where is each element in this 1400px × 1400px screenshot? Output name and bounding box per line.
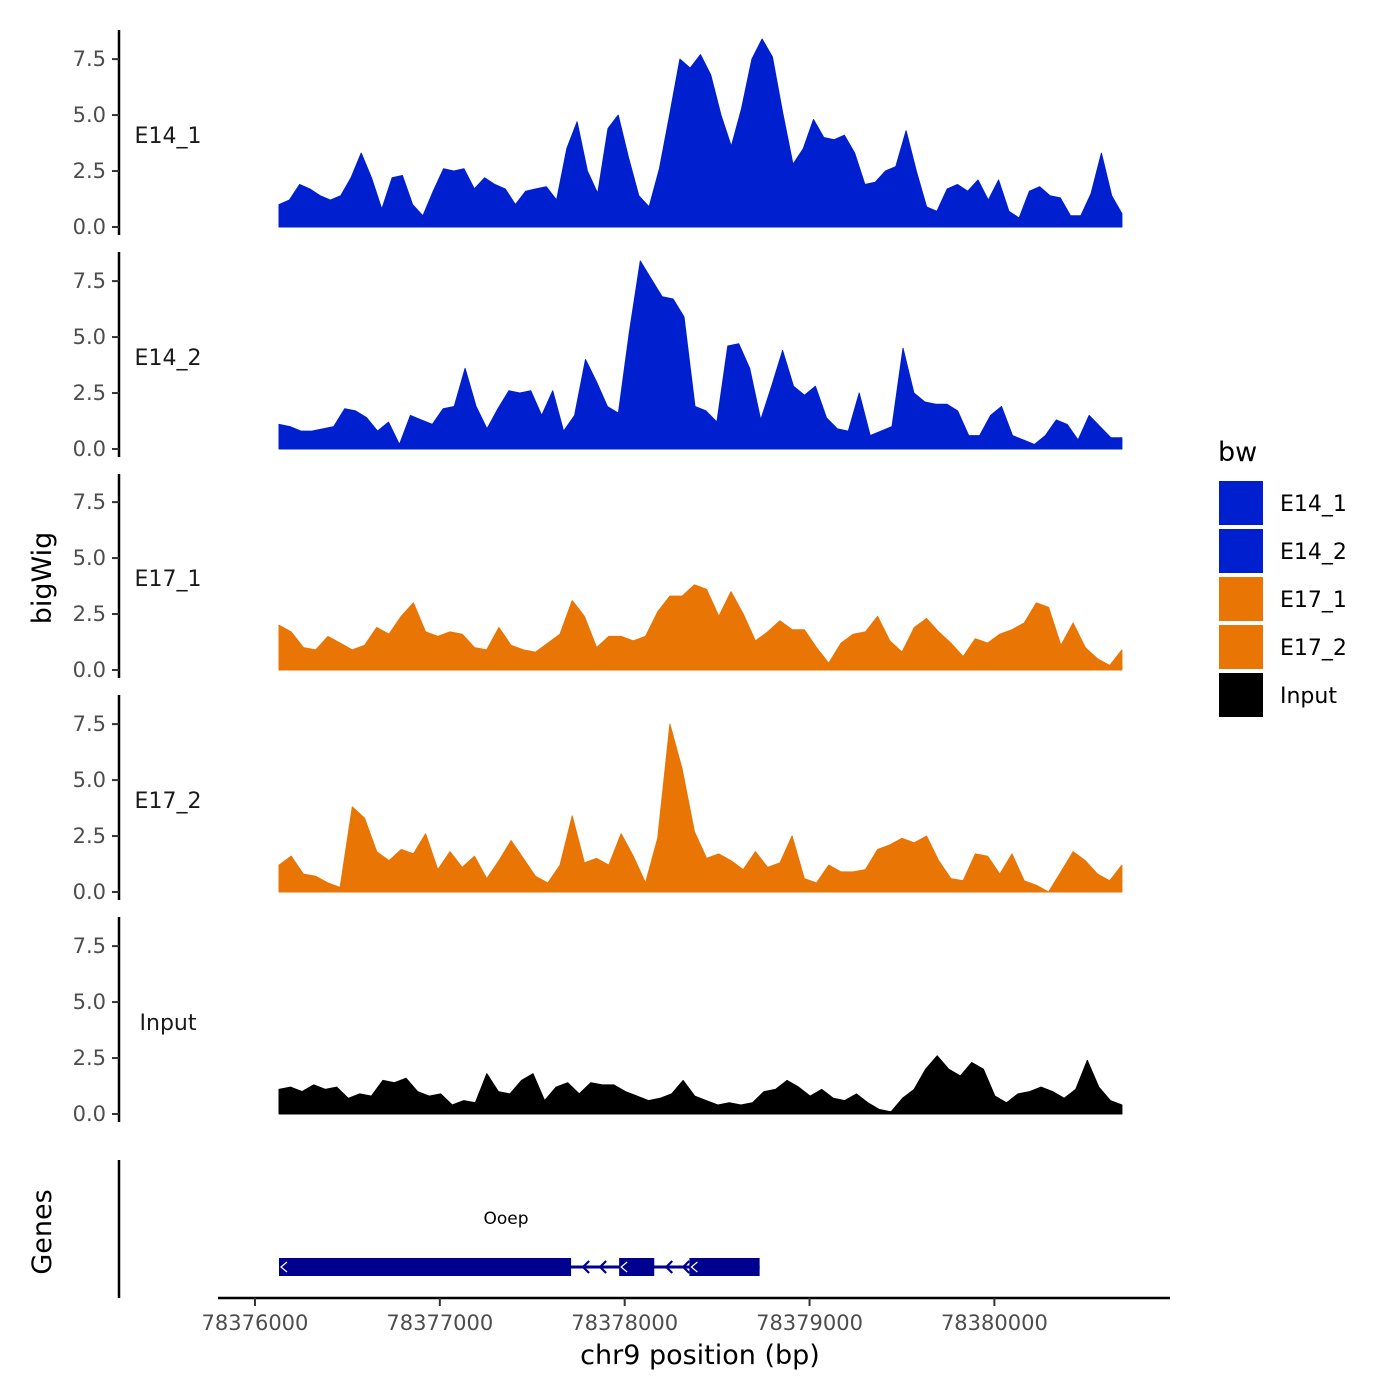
- legend-key-E14_2: [1217, 527, 1265, 575]
- track-E17_2: 0.0 2.5 5.0 7.5 E17_2: [73, 695, 1123, 904]
- y-tick-label: 5.0: [73, 768, 106, 792]
- y-tick-label: 7.5: [73, 490, 106, 514]
- exon-strand-mark: [280, 1261, 288, 1273]
- track-E14_1: 0.0 2.5 5.0 7.5 E14_1: [73, 30, 1123, 239]
- track-Input: 0.0 2.5 5.0 7.5 Input: [73, 917, 1123, 1126]
- y-tick-label: 5.0: [73, 546, 106, 570]
- signal-tracks: 0.0 2.5 5.0 7.5 E14_1 0.0 2.5 5.0 7.5 E14_2 0.0 2.5…: [73, 30, 1123, 1126]
- exon-strand-mark: [690, 1261, 698, 1273]
- genes-axis-title: Genes: [27, 1189, 58, 1274]
- legend-label-E17_2: E17_2: [1280, 636, 1347, 661]
- track-label-Input: Input: [140, 1011, 197, 1036]
- exon-strand-mark: [620, 1261, 628, 1273]
- y-tick-label: 5.0: [73, 103, 106, 127]
- legend-key-E17_1: [1217, 575, 1265, 623]
- track-label-E14_2: E14_2: [135, 346, 202, 371]
- y-axis-title: bigWig: [27, 532, 58, 625]
- y-tick-label: 7.5: [73, 47, 106, 71]
- legend-key-E17_2: [1217, 623, 1265, 671]
- strand-arrow: [681, 1260, 691, 1274]
- x-axis-title: chr9 position (bp): [580, 1340, 820, 1371]
- y-tick-label: 2.5: [73, 381, 106, 405]
- signal-area-E14_2: [278, 260, 1123, 450]
- legend: bw E14_1 E14_2 E17_1 E17_2 Input: [1217, 437, 1347, 719]
- x-axis: 78376000 78377000 78378000 78379000 78380000: [202, 1296, 1170, 1335]
- strand-arrow: [664, 1260, 674, 1274]
- gene-exon: [689, 1258, 760, 1276]
- x-tick-label: 78376000: [202, 1311, 309, 1335]
- y-tick-label: 0.0: [73, 658, 106, 682]
- track-label-E17_2: E17_2: [135, 789, 202, 814]
- gene-exon: [279, 1258, 572, 1276]
- legend-label-Input: Input: [1280, 684, 1337, 709]
- legend-label-E14_2: E14_2: [1280, 540, 1347, 565]
- track-E17_1: 0.0 2.5 5.0 7.5 E17_1: [73, 474, 1123, 682]
- signal-area-E17_2: [278, 723, 1123, 893]
- x-tick-label: 78379000: [756, 1311, 863, 1335]
- genes-panel: Ooep: [117, 1160, 760, 1298]
- x-tick-label: 78377000: [386, 1311, 493, 1335]
- y-tick-label: 5.0: [73, 990, 106, 1014]
- y-tick-label: 2.5: [73, 824, 106, 848]
- y-tick-label: 7.5: [73, 269, 106, 293]
- track-E14_2: 0.0 2.5 5.0 7.5 E14_2: [73, 252, 1123, 461]
- y-tick-label: 2.5: [73, 159, 106, 183]
- legend-key-Input: [1217, 671, 1265, 719]
- track-label-E14_1: E14_1: [135, 124, 202, 149]
- signal-area-Input: [278, 1055, 1123, 1115]
- y-tick-label: 7.5: [73, 712, 106, 736]
- y-tick-label: 0.0: [73, 880, 106, 904]
- x-tick-label: 78380000: [941, 1311, 1048, 1335]
- y-tick-label: 2.5: [73, 602, 106, 626]
- legend-title: bw: [1218, 437, 1257, 468]
- gene-label-Ooep: Ooep: [483, 1209, 528, 1229]
- gene-Ooep: Ooep: [279, 1209, 760, 1276]
- legend-label-E17_1: E17_1: [1280, 588, 1347, 613]
- track-label-E17_1: E17_1: [135, 567, 202, 592]
- y-tick-label: 0.0: [73, 1102, 106, 1126]
- legend-key-E14_1: [1217, 479, 1265, 527]
- signal-area-E14_1: [278, 38, 1123, 228]
- signal-area-E17_1: [278, 584, 1123, 671]
- legend-label-E14_1: E14_1: [1280, 492, 1347, 517]
- strand-arrow: [598, 1260, 607, 1274]
- y-tick-label: 0.0: [73, 437, 106, 461]
- gene-exon: [619, 1258, 655, 1276]
- y-tick-label: 2.5: [73, 1046, 106, 1070]
- y-tick-label: 7.5: [73, 934, 106, 958]
- y-tick-label: 0.0: [73, 215, 106, 239]
- x-tick-label: 78378000: [571, 1311, 678, 1335]
- strand-arrow: [581, 1260, 590, 1274]
- y-tick-label: 5.0: [73, 325, 106, 349]
